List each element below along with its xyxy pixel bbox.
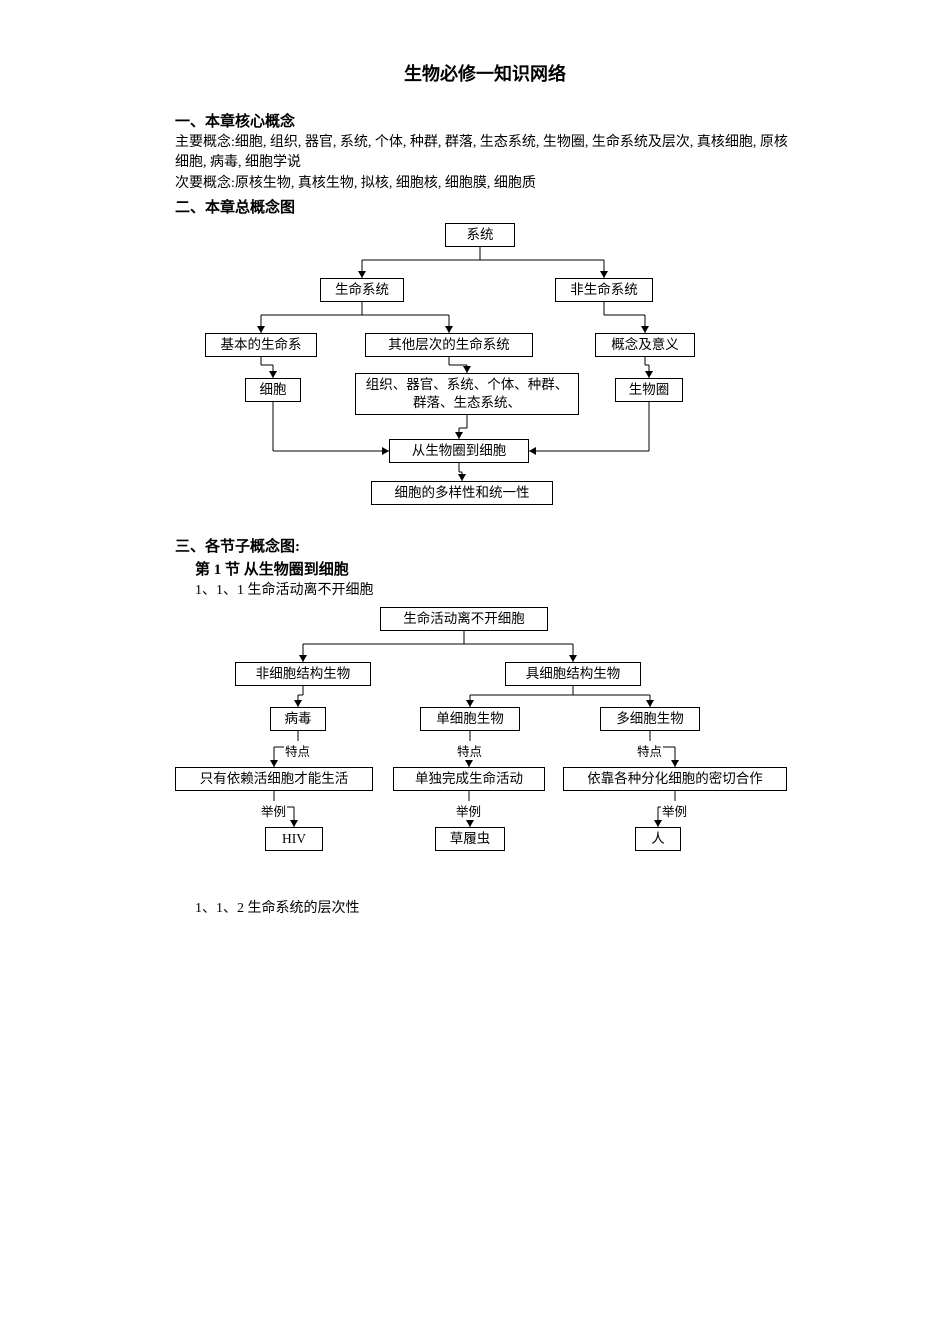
edge-label: 举例 [260,801,287,820]
flowchart-node: 病毒 [270,707,326,731]
flowchart-node: 系统 [445,223,515,247]
flowchart-node: 单细胞生物 [420,707,520,731]
sub-concepts: 次要概念:原核生物, 真核生物, 拟核, 细胞核, 细胞膜, 细胞质 [175,174,795,194]
flowchart-node: 概念及意义 [595,333,695,357]
flowchart-node: 其他层次的生命系统 [365,333,533,357]
edge-label: 特点 [284,741,311,760]
flowchart-node: 依靠各种分化细胞的密切合作 [563,767,787,791]
section1-heading: 一、本章核心概念 [175,110,795,131]
flowchart-node: 生命活动离不开细胞 [380,607,548,631]
section2-heading: 二、本章总概念图 [175,196,795,217]
edge-label: 举例 [455,801,482,820]
edge-label: 特点 [636,741,663,760]
main-concept-diagram: 系统生命系统 非生命系统基本的生命系 其他层次的生命系统 概念及意义细胞 组织、器官、系… [185,223,785,523]
flowchart-node: 基本的生命系 [205,333,317,357]
edge-label: 特点 [456,741,483,760]
page: 生物必修一知识网络 一、本章核心概念 主要概念:细胞, 组织, 器官, 系统, … [0,0,945,1337]
main-concepts: 主要概念:细胞, 组织, 器官, 系统, 个体, 种群, 群落, 生态系统, 生… [175,133,795,174]
flowchart-node: 细胞的多样性和统一性 [371,481,553,505]
sub-concepts-text: 原核生物, 真核生物, 拟核, 细胞核, 细胞膜, 细胞质 [235,176,536,191]
edge-label: 举例 [661,801,688,820]
main-concepts-text: 细胞, 组织, 器官, 系统, 个体, 种群, 群落, 生态系统, 生物圈, 生… [175,135,788,170]
section3-1-1: 1、1、1 生命活动离不开细胞 [175,581,795,601]
doc-title: 生物必修一知识网络 [175,60,795,86]
flowchart-node: 非生命系统 [555,278,653,302]
flowchart-node: 非细胞结构生物 [235,662,371,686]
flowchart-node: 人 [635,827,681,851]
section3-heading: 三、各节子概念图: [175,535,795,556]
sub-concepts-label: 次要概念: [175,176,235,191]
flowchart-node: HIV [265,827,323,851]
flowchart-node: 生命系统 [320,278,404,302]
section3-1-title: 第 1 节 从生物圈到细胞 [175,558,795,579]
flowchart-node: 细胞 [245,378,301,402]
flowchart-node: 草履虫 [435,827,505,851]
flowchart-node: 生物圈 [615,378,683,402]
section3-1-2: 1、1、2 生命系统的层次性 [175,899,795,919]
flowchart-node: 多细胞生物 [600,707,700,731]
flowchart-node: 只有依赖活细胞才能生活 [175,767,373,791]
flowchart-node: 组织、器官、系统、个体、种群、 群落、生态系统、 [355,373,579,415]
flowchart-node: 单独完成生命活动 [393,767,545,791]
main-concepts-label: 主要概念: [175,135,235,150]
sub-concept-diagram-1: 特点 特点 特点举例 举例 举例 生命活动离不开细胞非细胞结构生物 具细胞结构生物病毒 单细胞… [175,607,795,887]
flowchart-node: 从生物圈到细胞 [389,439,529,463]
flowchart-node: 具细胞结构生物 [505,662,641,686]
